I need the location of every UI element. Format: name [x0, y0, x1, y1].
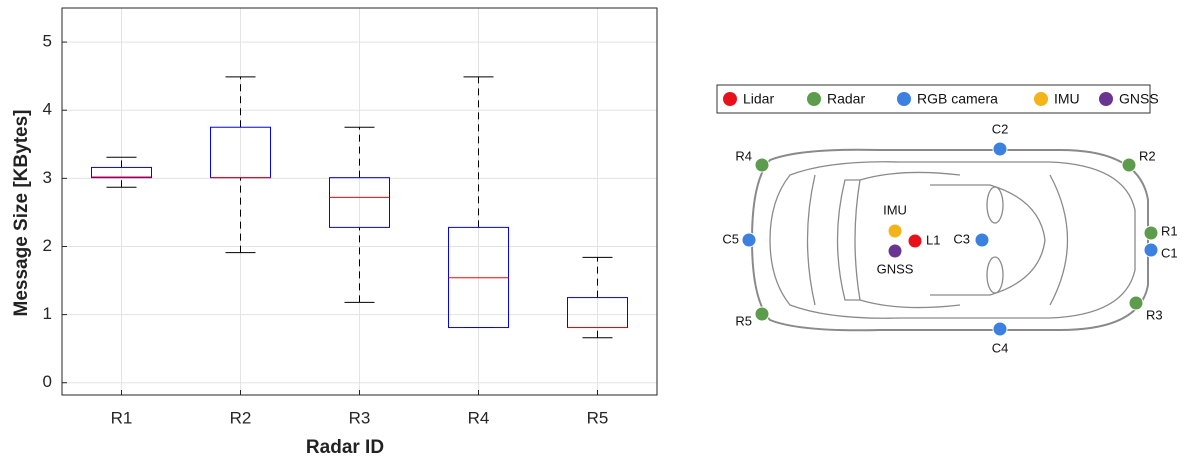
legend-marker [807, 92, 821, 106]
legend-marker [1099, 92, 1113, 106]
sensor-label: R4 [735, 148, 752, 163]
y-tick-label: 4 [43, 100, 52, 119]
sensor [992, 321, 1008, 337]
x-tick-label: R1 [111, 408, 133, 427]
y-tick-label: 5 [43, 32, 52, 51]
y-tick-label: 2 [43, 236, 52, 255]
legend-label: IMU [1054, 91, 1080, 107]
sensor [887, 243, 903, 259]
sensor-label: R5 [735, 313, 752, 328]
x-tick-label: R3 [349, 408, 371, 427]
sensor-label: C1 [1161, 245, 1178, 260]
sensor [1143, 242, 1159, 258]
legend-box [716, 84, 1151, 114]
x-axis-label: Radar ID [306, 437, 384, 458]
sensor [974, 232, 990, 248]
sensor-label: R1 [1161, 223, 1178, 238]
sensor [741, 232, 757, 248]
sensor-label: GNSS [877, 261, 914, 276]
sensor [887, 223, 903, 239]
x-tick-label: R2 [230, 408, 252, 427]
sensor-label: IMU [883, 202, 907, 217]
sensor-label: R3 [1146, 307, 1163, 322]
y-tick-label: 3 [43, 168, 52, 187]
legend-label: Lidar [743, 91, 774, 107]
box [329, 177, 390, 228]
y-tick-label: 1 [43, 304, 52, 323]
legend-marker [1034, 92, 1048, 106]
sensor [992, 141, 1008, 157]
sensor [1128, 295, 1144, 311]
x-tick-label: R5 [587, 408, 609, 427]
legend-label: GNSS [1119, 91, 1159, 107]
sensor [1121, 157, 1137, 173]
sensor-label: C2 [992, 121, 1009, 136]
sensor-label: C4 [992, 340, 1009, 355]
sensor [1143, 225, 1159, 241]
x-tick-label: R4 [468, 408, 490, 427]
y-axis-label: Message Size [KBytes] [11, 110, 32, 317]
box [91, 166, 152, 179]
legend-label: RGB camera [917, 91, 998, 107]
sensor [754, 306, 770, 322]
legend-label: Radar [827, 91, 865, 107]
sensor-label: L1 [926, 232, 940, 247]
sensor-label: C3 [953, 231, 970, 246]
axes-frame [61, 7, 658, 396]
legend-marker [723, 92, 737, 106]
sensor-label: C5 [722, 231, 739, 246]
sensor [907, 233, 923, 249]
y-tick-label: 0 [43, 372, 52, 391]
legend-marker [897, 92, 911, 106]
sensor-label: R2 [1139, 148, 1156, 163]
sensor [754, 157, 770, 173]
